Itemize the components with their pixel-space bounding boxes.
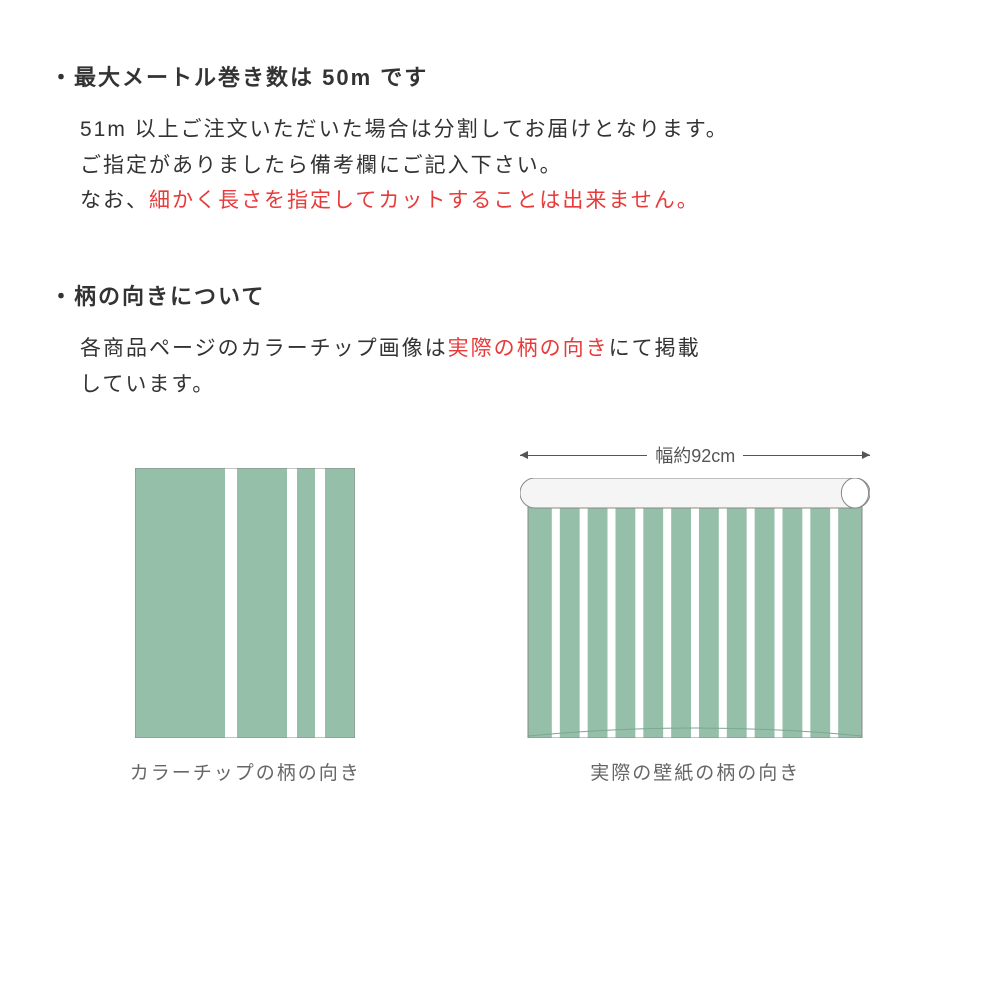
body-text-pattern-direction: 各商品ページのカラーチップ画像は実際の柄の向きにて掲載 しています。 <box>80 331 950 402</box>
heading-pattern-direction: ・柄の向きについて <box>50 279 950 311</box>
diagrams-container: カラーチップの柄の向き 幅約92cm 実際の壁紙の柄の向き <box>50 442 950 785</box>
text-line: 各商品ページのカラーチップ画像は実際の柄の向きにて掲載 <box>80 331 950 367</box>
width-indicator: 幅約92cm <box>520 442 870 468</box>
warning-text: 細かく長さを指定してカットすることは出来ません。 <box>149 189 700 212</box>
diagram-wallpaper: 幅約92cm 実際の壁紙の柄の向き <box>520 442 870 785</box>
wallpaper-label: 実際の壁紙の柄の向き <box>590 758 800 785</box>
text-line: 51m 以上ご注文いただいた場合は分割してお届けとなります。 <box>80 112 950 148</box>
text-line: なお、細かく長さを指定してカットすることは出来ません。 <box>80 183 950 219</box>
arrow-right <box>743 455 870 456</box>
width-label: 幅約92cm <box>647 442 743 468</box>
section-pattern-direction: ・柄の向きについて 各商品ページのカラーチップ画像は実際の柄の向きにて掲載 して… <box>50 279 950 785</box>
colorchip-illustration <box>135 468 355 738</box>
emphasis-text: 実際の柄の向き <box>448 337 609 360</box>
text-line: しています。 <box>80 367 950 403</box>
diagram-colorchip: カラーチップの柄の向き <box>130 468 361 785</box>
text-line: ご指定がありましたら備考欄にご記入下さい。 <box>80 148 950 184</box>
heading-max-length: ・最大メートル巻き数は 50m です <box>50 60 950 92</box>
arrow-left <box>520 455 647 456</box>
body-text-max-length: 51m 以上ご注文いただいた場合は分割してお届けとなります。 ご指定がありました… <box>80 112 950 219</box>
section-max-length: ・最大メートル巻き数は 50m です 51m 以上ご注文いただいた場合は分割して… <box>50 60 950 219</box>
wallpaper-illustration <box>520 478 870 738</box>
colorchip-label: カラーチップの柄の向き <box>130 758 361 785</box>
